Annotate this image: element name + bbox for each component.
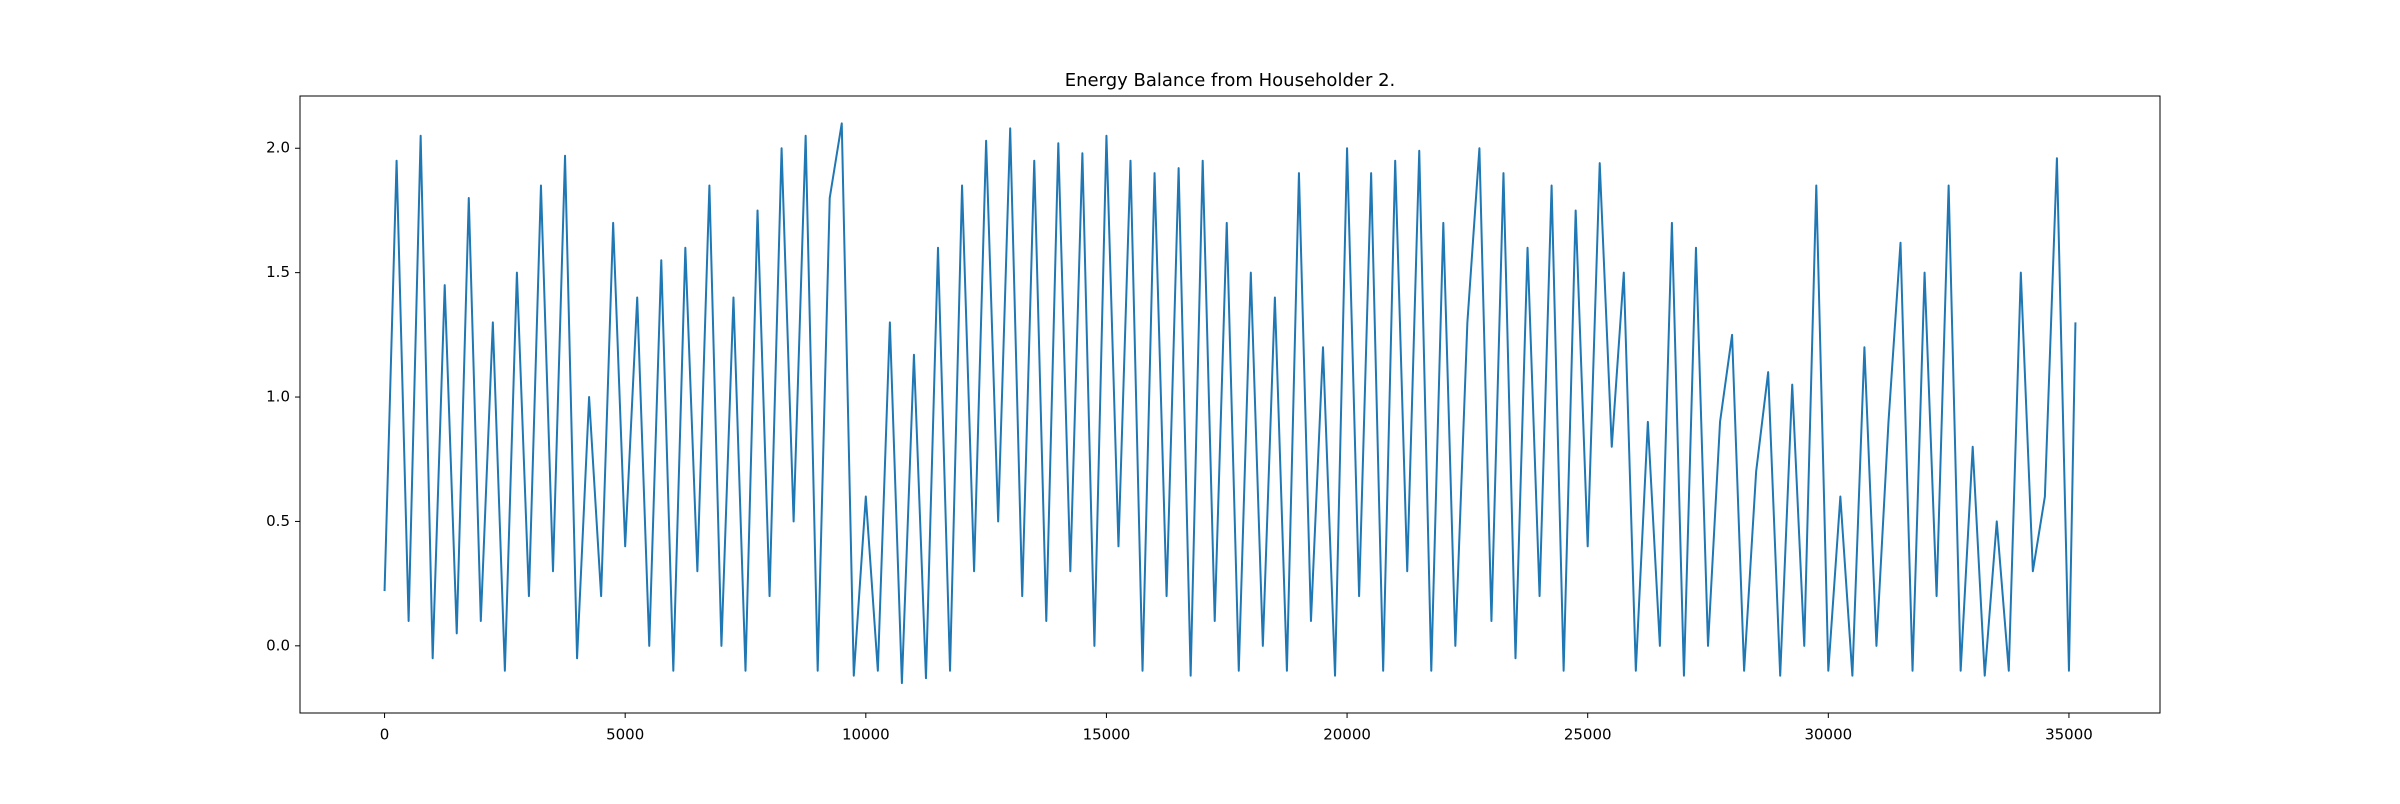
y-tick-label: 1.5 — [266, 263, 290, 281]
x-tick-label: 15000 — [1083, 726, 1131, 744]
x-tick-label: 20000 — [1323, 726, 1371, 744]
y-tick-label: 0.0 — [266, 636, 290, 654]
plot-frame — [299, 95, 2161, 714]
y-tick-label: 0.5 — [266, 512, 290, 530]
chart-title: Energy Balance from Householder 2. — [1065, 70, 1396, 91]
y-tick-label: 1.0 — [266, 388, 290, 406]
x-tick-label: 10000 — [842, 726, 890, 744]
x-tick-label: 0 — [380, 726, 390, 744]
x-tick-label: 25000 — [1564, 726, 1612, 744]
y-tick-label: 2.0 — [266, 139, 290, 157]
x-tick-label: 30000 — [1804, 726, 1852, 744]
x-tick-label: 35000 — [2045, 726, 2093, 744]
x-tick-label: 5000 — [606, 726, 644, 744]
data-line — [383, 122, 2077, 685]
